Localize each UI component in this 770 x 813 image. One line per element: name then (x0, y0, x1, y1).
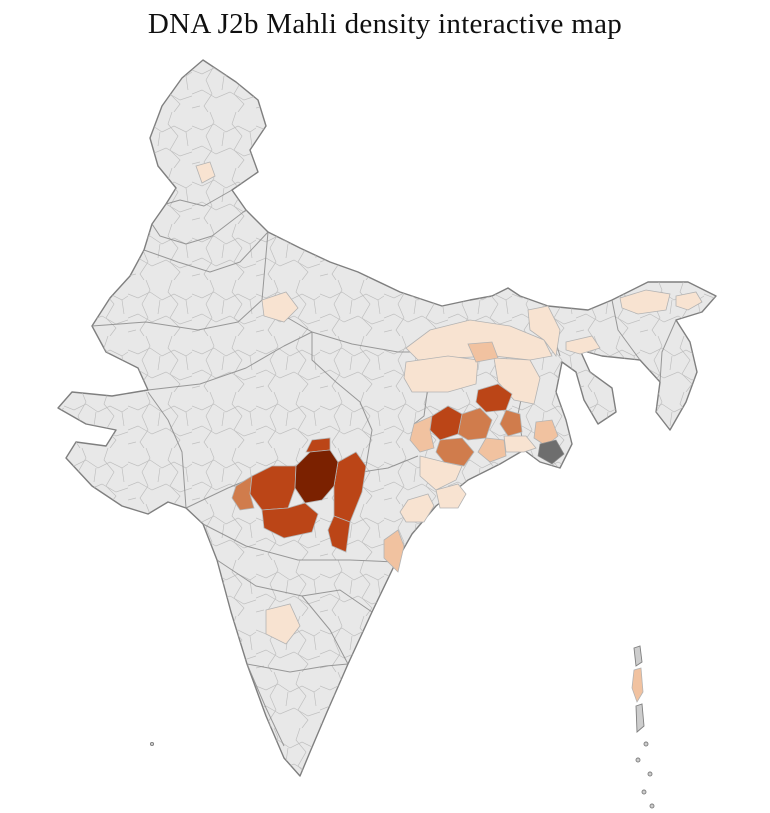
district-density-4[interactable] (327, 515, 351, 553)
district-density-1[interactable] (565, 335, 601, 355)
district-density-1[interactable] (503, 435, 537, 453)
district-density-1[interactable] (675, 291, 703, 311)
district-density-4[interactable] (333, 451, 367, 523)
district-density-3[interactable] (499, 409, 523, 437)
district-density-1[interactable] (195, 161, 216, 184)
island-density-2 (631, 667, 644, 703)
district-urban-gray[interactable] (537, 439, 565, 465)
district-density-5[interactable] (294, 449, 339, 504)
district-density-4[interactable] (305, 437, 331, 453)
district-density-2[interactable] (467, 341, 499, 363)
island (633, 645, 643, 667)
island-chain[interactable] (149, 645, 655, 809)
district-density-1[interactable] (527, 305, 561, 358)
map-title: DNA J2b Mahli density interactive map (147, 8, 623, 40)
district-density-4[interactable] (261, 502, 319, 539)
district-density-1[interactable] (435, 483, 467, 509)
island (647, 771, 653, 777)
district-density-1[interactable] (403, 355, 479, 393)
highlighted-districts (195, 161, 703, 645)
district-density-1[interactable] (493, 357, 541, 405)
district-density-2[interactable] (477, 437, 507, 463)
island (149, 741, 155, 747)
district-density-1[interactable] (261, 291, 299, 323)
island (641, 789, 647, 795)
district-density-4[interactable] (429, 405, 463, 441)
district-density-1[interactable] (399, 493, 435, 523)
india-landmass[interactable] (57, 59, 717, 777)
island (649, 803, 655, 809)
district-density-3[interactable] (435, 437, 475, 467)
island (635, 703, 645, 733)
island (643, 741, 649, 747)
district-density-1[interactable] (619, 289, 671, 315)
district-density-1[interactable] (265, 603, 301, 645)
district-density-2[interactable] (383, 529, 405, 573)
island (635, 757, 641, 763)
district-density-4[interactable] (475, 383, 513, 413)
district-density-4[interactable] (249, 465, 297, 511)
